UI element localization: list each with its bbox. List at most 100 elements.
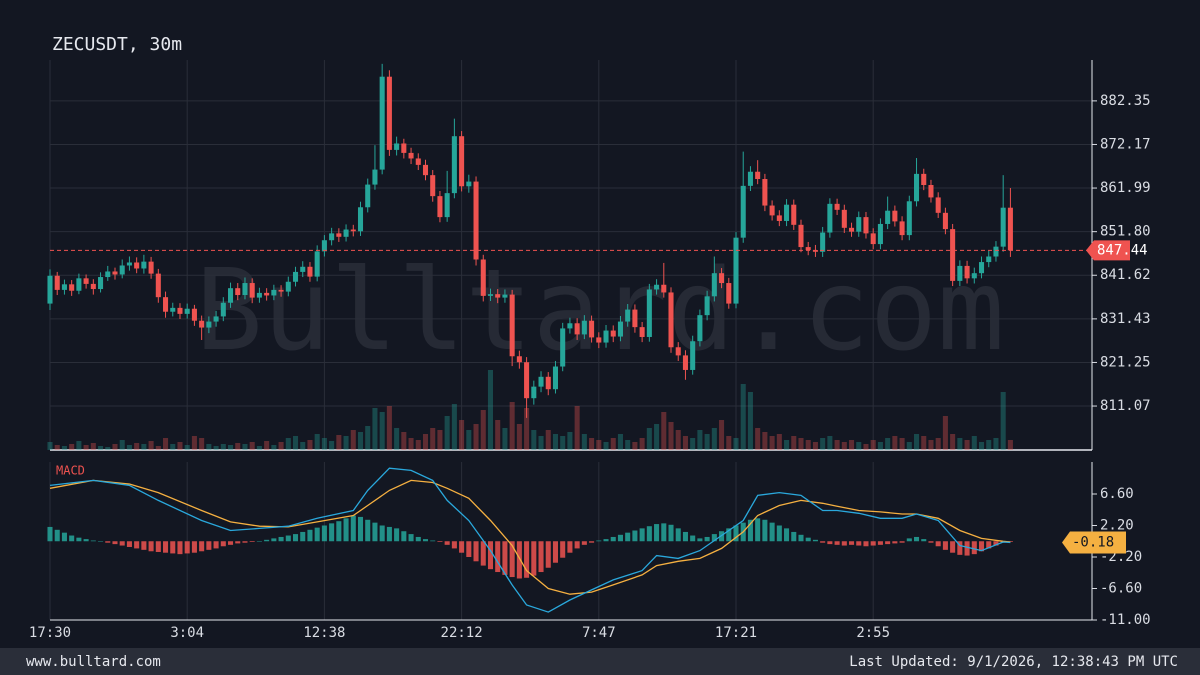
indicator-label: MACD [56, 464, 85, 478]
y-tick-label: 861.99 [1100, 180, 1151, 196]
y-tick-label: 841.62 [1100, 267, 1151, 283]
histogram-bar [206, 541, 212, 550]
histogram-bar [329, 523, 335, 542]
histogram-bar [646, 526, 652, 542]
candle-body [300, 266, 306, 272]
histogram-bar [394, 528, 400, 542]
volume-bar [856, 442, 862, 450]
histogram-bar [271, 538, 277, 542]
histogram-bar [581, 541, 587, 545]
histogram-bar [314, 527, 320, 542]
candle-body [386, 76, 392, 150]
histogram-bar [899, 541, 905, 543]
histogram-bar [451, 541, 457, 549]
y-tick-label: -6.60 [1100, 581, 1142, 597]
volume-bar [711, 428, 717, 450]
volume-bar [827, 436, 833, 450]
candle-body [256, 292, 262, 298]
histogram-bar [921, 539, 927, 542]
plot-layer: Bulltard.com 17:30 3:04 12:38 22:12 7:47 17:21… [29, 60, 1151, 641]
candle-body [487, 294, 494, 296]
volume-bar [675, 430, 681, 450]
histogram-bar [906, 538, 912, 542]
volume-bar [538, 436, 544, 450]
histogram-bar [148, 541, 154, 552]
histogram-bar [516, 541, 522, 579]
candle-body [76, 278, 82, 291]
volume-bar [661, 412, 667, 450]
histogram-bar [935, 541, 941, 547]
histogram-bar [870, 541, 876, 546]
volume-bar [986, 440, 992, 450]
histogram-bar [213, 541, 219, 549]
histogram-bar [524, 541, 530, 578]
candle-body [466, 181, 472, 187]
footer-updated: Last Updated: 9/1/2026, 12:38:43 PM UTC [849, 654, 1178, 670]
histogram-bar [733, 525, 739, 542]
candle-body [278, 289, 284, 292]
candle-body [993, 246, 999, 257]
candle-body [415, 158, 421, 165]
volume-bar [617, 434, 623, 450]
histogram-bar [487, 541, 494, 570]
volume-bar [372, 408, 378, 450]
histogram-bar [83, 539, 89, 542]
volume-bar [83, 445, 89, 450]
volume-bar [841, 442, 847, 450]
volume-bar [589, 438, 595, 450]
candle-body [733, 237, 739, 304]
volume-bar [459, 420, 465, 450]
volume-bar [798, 438, 804, 450]
histogram-bar [574, 541, 580, 549]
candle-body [870, 233, 876, 245]
histogram-bar [285, 535, 291, 542]
histogram-bar [357, 516, 364, 542]
last-price-tag [1086, 240, 1130, 261]
y-tick-label: 6.60 [1100, 486, 1134, 502]
volume-bar [357, 432, 364, 450]
volume-bar [740, 384, 746, 450]
candle-body [170, 307, 176, 312]
histogram-bar [654, 524, 660, 542]
candle-body [372, 169, 378, 185]
candle-body [394, 143, 400, 150]
candle-body [935, 197, 941, 213]
last-price-label: 847.44 [1097, 242, 1148, 258]
volume-bar [336, 435, 342, 450]
y-tick-label: 811.07 [1100, 398, 1151, 414]
candle-body [986, 256, 992, 263]
candle-body [357, 207, 364, 232]
candle-body [964, 265, 970, 279]
histogram-bar [747, 519, 753, 542]
volume-bar [646, 428, 652, 450]
candle-body [690, 341, 696, 370]
histogram-bar [422, 539, 429, 542]
candle-body [321, 240, 327, 252]
candle-body [971, 273, 977, 279]
candle-body [112, 271, 118, 275]
histogram-bar [321, 525, 327, 542]
histogram-bar [726, 528, 732, 542]
volume-bar [314, 434, 320, 450]
volume-bar [690, 438, 696, 450]
volume-bar [516, 424, 522, 450]
histogram-bar [264, 539, 270, 542]
histogram-bar [834, 541, 840, 545]
candle-body [610, 330, 616, 337]
histogram-bar [126, 541, 132, 547]
candle-body [1007, 207, 1013, 251]
volume-bar [524, 408, 530, 450]
histogram-bar [755, 518, 761, 542]
volume-bar [61, 446, 67, 450]
volume-bar [654, 424, 660, 450]
volume-bar [54, 445, 60, 450]
volume-bar [437, 430, 443, 450]
histogram-bar [675, 528, 681, 542]
candle-body [336, 233, 342, 237]
histogram-bar [249, 541, 255, 542]
histogram-bar [495, 541, 501, 573]
candle-body [682, 355, 688, 370]
candle-body [574, 323, 580, 335]
histogram-bar [690, 535, 696, 542]
candle-body [155, 273, 161, 298]
